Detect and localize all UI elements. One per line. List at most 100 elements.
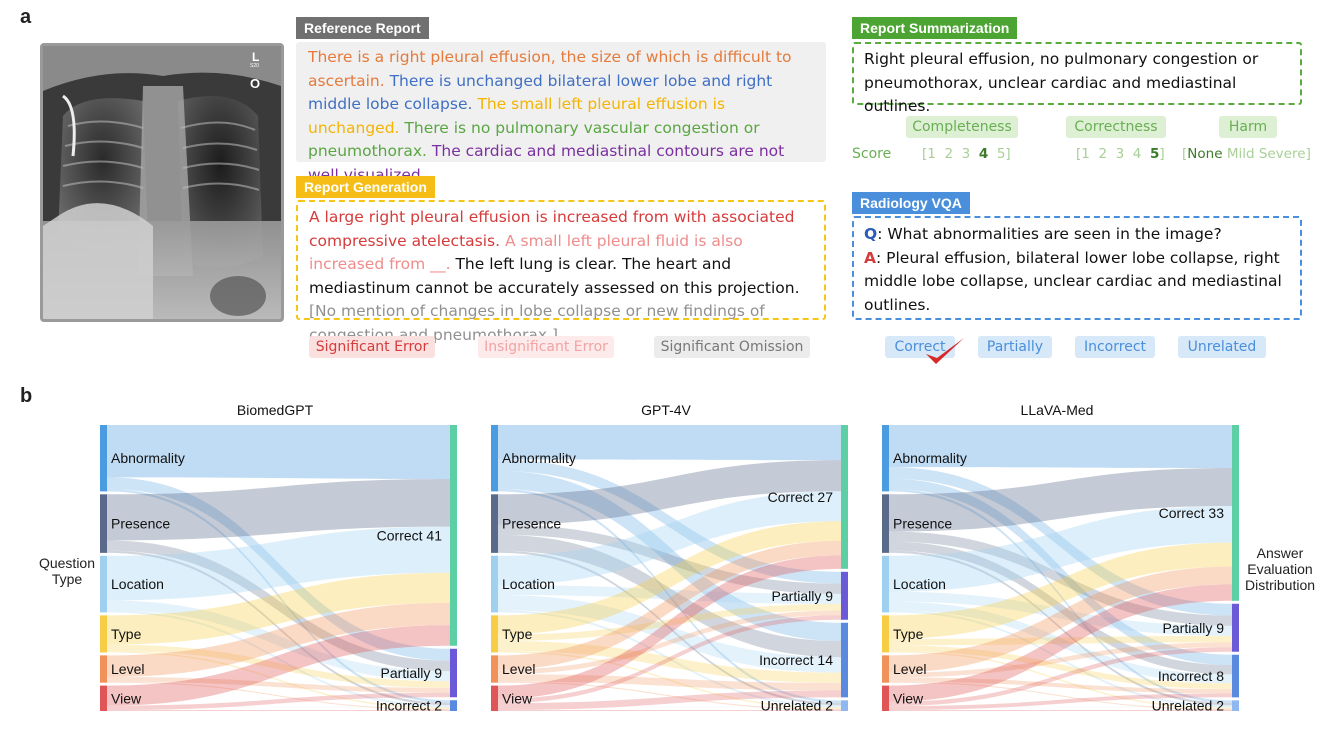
sankey-flow — [498, 521, 841, 635]
sankey-flow — [889, 531, 1232, 626]
reference-report-box: There is a right pleural effusion, the s… — [296, 42, 826, 184]
reference-report-tag: Reference Report — [296, 17, 429, 39]
report-summarization-box: Right pleural effusion, no pulmonary con… — [852, 42, 1302, 115]
score-label: Score — [852, 146, 892, 162]
sankey-target-label: Unrelated 2 — [1152, 698, 1225, 714]
vqa-question-text: : What abnormalities are seen in the ima… — [877, 225, 1222, 243]
sankey-chart-2: LLaVA-Med Abnormality Presence Location Type… — [882, 402, 1239, 714]
sankey-source-node — [491, 655, 498, 683]
sankey-target-node — [1232, 425, 1239, 601]
answer-eval-label-1: Answer — [1256, 545, 1304, 561]
sankey-source-node — [882, 655, 889, 683]
sankey-source-label: Level — [893, 661, 926, 677]
completeness-selected: 4 — [978, 146, 989, 162]
sankey-title: BiomedGPT — [237, 402, 314, 418]
sankey-target-label: Incorrect 14 — [759, 652, 833, 668]
correctness-pre: 1 2 3 4 — [1081, 146, 1142, 162]
sankey-flow — [107, 477, 450, 661]
sankey-chart-0: BiomedGPT Abnormality Presence Location Type… — [100, 402, 457, 714]
sankey-target-node — [841, 425, 848, 569]
sankey-target-node — [841, 622, 848, 698]
sankey-flow — [889, 550, 1232, 706]
radiology-vqa-box: Q: What abnormalities are seen in the im… — [852, 216, 1302, 320]
sankey-source-label: Abnormality — [111, 450, 185, 466]
harm-open: [ — [1182, 146, 1188, 162]
sankey-flow — [498, 460, 841, 525]
sankey-source-node — [100, 655, 107, 683]
sankey-flow — [889, 681, 1232, 711]
sankey-target-label: Correct 33 — [1159, 505, 1225, 521]
sankey-target-node — [450, 648, 457, 698]
xray-marker-o: O — [250, 76, 261, 91]
completeness-pre: 1 2 3 — [927, 146, 971, 162]
answer-eval-label-2: Evaluation — [1247, 561, 1313, 577]
vqa-option-correct: Correct — [885, 336, 955, 358]
sankey-flow — [498, 550, 841, 706]
sankey-source-node — [491, 615, 498, 653]
panel-b-letter: b — [20, 385, 33, 407]
sankey-flow — [889, 651, 1232, 709]
vqa-option-partially: Partially — [978, 336, 1052, 358]
vqa-answer-text: : Pleural effusion, bilateral lower lobe… — [864, 248, 1282, 314]
answer-evaluation-axis-label: Answer Evaluation Distribution — [1240, 545, 1320, 593]
sankey-diagrams: BiomedGPT Abnormality Presence Location Type… — [100, 402, 1239, 714]
sankey-source-label: Level — [111, 661, 144, 677]
sankey-source-node — [882, 425, 889, 492]
sankey-flow — [889, 425, 1232, 468]
sankey-flow — [498, 615, 841, 704]
sankey-flow — [889, 505, 1232, 592]
sankey-target-label: Correct 41 — [377, 527, 443, 543]
correctness-selected: 5 — [1149, 146, 1160, 162]
harm-post: Mild Severe — [1226, 146, 1306, 162]
sankey-flow — [107, 425, 450, 480]
legend-significant-omission: Significant Omission — [654, 336, 810, 358]
sankey-flow — [889, 467, 1232, 532]
sankey-flow — [107, 676, 450, 693]
sankey-flow — [107, 681, 450, 710]
sankey-flow — [107, 488, 450, 703]
sankey-target-node — [1232, 700, 1239, 711]
ref-sentence-3: The small left pleural effusion is uncha… — [308, 95, 726, 137]
sankey-source-label: Location — [111, 576, 164, 592]
sankey-flow — [107, 572, 450, 645]
criterion-completeness: Completeness — [906, 116, 1018, 138]
completeness-close: ] — [1005, 146, 1011, 162]
sankey-flow — [889, 601, 1232, 684]
sankey-flow — [498, 555, 841, 699]
sankey-flow — [889, 566, 1232, 673]
criterion-harm: Harm — [1219, 116, 1277, 138]
sankey-flow — [889, 467, 1232, 616]
sankey-flow — [498, 459, 841, 584]
completeness-post: 5 — [996, 146, 1006, 162]
sankey-source-node — [882, 494, 889, 553]
vqa-answer: A: Pleural effusion, bilateral lower lob… — [864, 247, 1290, 318]
sankey-target-node — [1232, 654, 1239, 698]
vqa-question: Q: What abnormalities are seen in the im… — [864, 223, 1290, 247]
gen-sentence-3: The left lung is clear. The heart and me… — [309, 255, 800, 297]
sankey-source-node — [882, 555, 889, 613]
sankey-flow — [889, 488, 1232, 703]
sankey-target-node — [1232, 603, 1239, 652]
sankey-flow — [498, 524, 841, 594]
sankey-flow — [889, 677, 1232, 694]
sankey-flow — [107, 526, 450, 601]
sankey-flow — [889, 610, 1232, 708]
completeness-scale: [1 2 3 4 5] — [922, 146, 1011, 162]
sankey-source-label: View — [502, 690, 533, 706]
xray-marker-l: L — [252, 50, 260, 64]
sankey-title: LLaVA-Med — [1021, 402, 1094, 418]
xray-marker-small: S20 — [250, 63, 259, 69]
sankey-flow — [498, 491, 841, 586]
sankey-flow — [107, 692, 450, 711]
sankey-target-label: Partially 9 — [1163, 620, 1225, 636]
sankey-flow — [889, 591, 1232, 636]
sankey-source-label: Location — [502, 576, 555, 592]
sankey-source-node — [491, 425, 498, 492]
harm-scale: [None Mild Severe] — [1182, 146, 1311, 162]
sankey-flow — [498, 540, 841, 670]
sankey-target-label: Incorrect 8 — [1158, 668, 1224, 684]
completeness-open: [ — [922, 146, 928, 162]
sankey-flow — [498, 641, 841, 683]
sankey-source-label: Type — [893, 626, 924, 642]
correctness-close: ] — [1159, 146, 1165, 162]
